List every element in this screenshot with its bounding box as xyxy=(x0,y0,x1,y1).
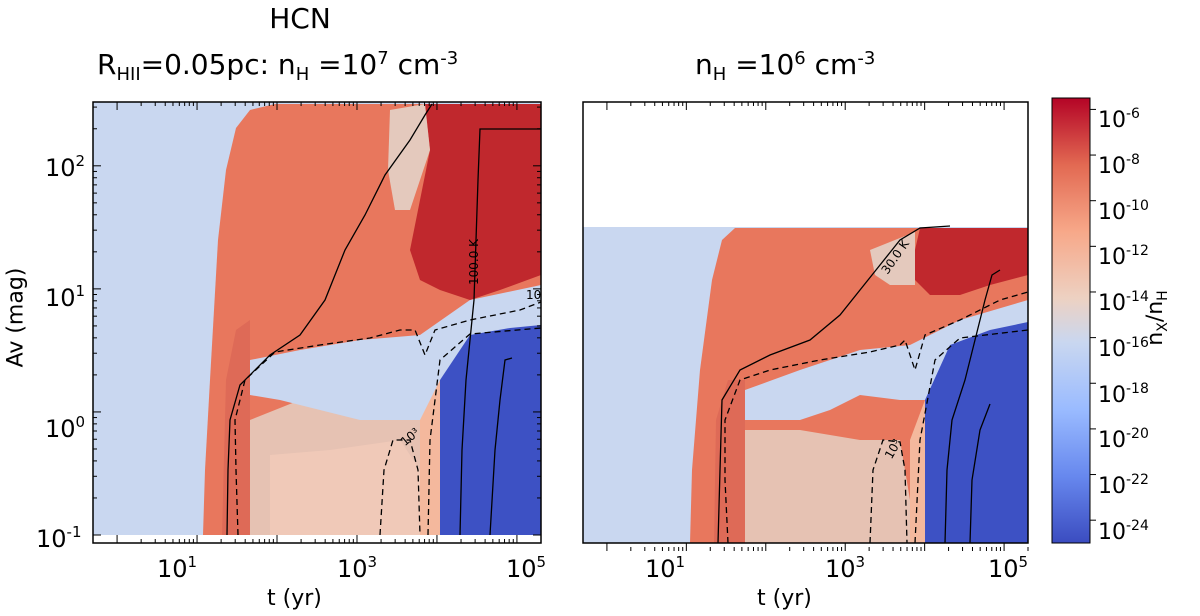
left-x-tick-label-1: 101 xyxy=(157,553,198,583)
y-tick-label-1: 101 xyxy=(45,282,86,312)
left-dashed-contour-c xyxy=(427,327,541,536)
left-temperature-contour xyxy=(226,103,433,536)
cb-tick-label: 10-14 xyxy=(1098,289,1149,316)
left-title-condition: RHII=0.05pc: nH =107 cm-3 xyxy=(97,48,459,85)
left-panel-heatmap xyxy=(93,102,541,543)
right-dashed-contour-c xyxy=(914,329,1028,543)
right-dark-blue-region xyxy=(925,322,1028,543)
left-x-tick-label-3: 103 xyxy=(337,553,378,583)
cb-tick-label: 10-20 xyxy=(1098,426,1149,453)
cb-tick-label: 10-12 xyxy=(1098,243,1149,270)
left-dashed-contour-b xyxy=(379,439,421,536)
cb-tick-label: 10-22 xyxy=(1098,472,1149,499)
left-pale-region xyxy=(270,440,420,535)
left-dashed-contour-a xyxy=(234,301,541,536)
left-temperature-contour-2 xyxy=(459,128,541,536)
cb-tick-label: 10-18 xyxy=(1098,381,1149,408)
left-light-peak xyxy=(388,104,430,210)
right-ticks xyxy=(606,102,1029,551)
right-x-tick-label-5: 105 xyxy=(988,553,1029,583)
right-axes-frame xyxy=(582,101,1029,544)
cb-tick-label: 10-10 xyxy=(1098,198,1149,225)
left-clipped-contour-label: 10 xyxy=(526,288,542,302)
colorbar xyxy=(1051,97,1091,544)
left-early-red-column xyxy=(222,320,250,535)
left-title-molecule: HCN xyxy=(269,2,331,35)
colorbar-ticks xyxy=(1090,108,1096,521)
right-panel-heatmap xyxy=(583,102,1028,543)
left-dark-blue-region xyxy=(440,325,541,535)
cb-tick-label: 10-16 xyxy=(1098,335,1149,362)
left-axes-frame xyxy=(92,101,542,544)
left-temperature-contour-label: 100.0 K xyxy=(467,238,482,286)
left-x-axis-label: t (yr) xyxy=(267,586,322,611)
right-x-tick-label-3: 103 xyxy=(825,553,866,583)
right-temperature-contour-2 xyxy=(944,269,1001,543)
left-transition-strip xyxy=(420,380,440,535)
right-dashed-contour-b xyxy=(869,439,908,543)
right-dashed-contour-a xyxy=(724,291,1028,543)
cb-tick-label: 10-24 xyxy=(1098,518,1149,545)
right-transition-strip xyxy=(910,400,925,543)
right-x-axis-label: t (yr) xyxy=(757,586,812,611)
y-axis-label: Av (mag) xyxy=(3,267,29,368)
right-light-peak xyxy=(870,232,915,285)
y-tick-label-2: 102 xyxy=(45,152,86,182)
colorbar-label: nX/nH xyxy=(1143,290,1171,346)
cb-tick-label: 10-8 xyxy=(1098,152,1140,179)
y-tick-label-0: 100 xyxy=(45,413,86,443)
left-low-contour xyxy=(489,357,513,536)
right-dark-red-region xyxy=(915,228,1028,295)
right-low-contour xyxy=(969,403,991,543)
right-temperature-contour xyxy=(717,225,951,543)
right-light-band xyxy=(745,430,910,543)
left-dark-red-region xyxy=(410,104,541,300)
right-x-tick-label-1: 101 xyxy=(645,553,686,583)
y-tick-label-minus1: 10-1 xyxy=(36,523,82,553)
left-ticks xyxy=(93,102,542,543)
cb-tick-label: 10-6 xyxy=(1098,106,1140,133)
left-x-tick-label-5: 105 xyxy=(506,553,547,583)
right-title-condition: nH =106 cm-3 xyxy=(695,48,876,85)
